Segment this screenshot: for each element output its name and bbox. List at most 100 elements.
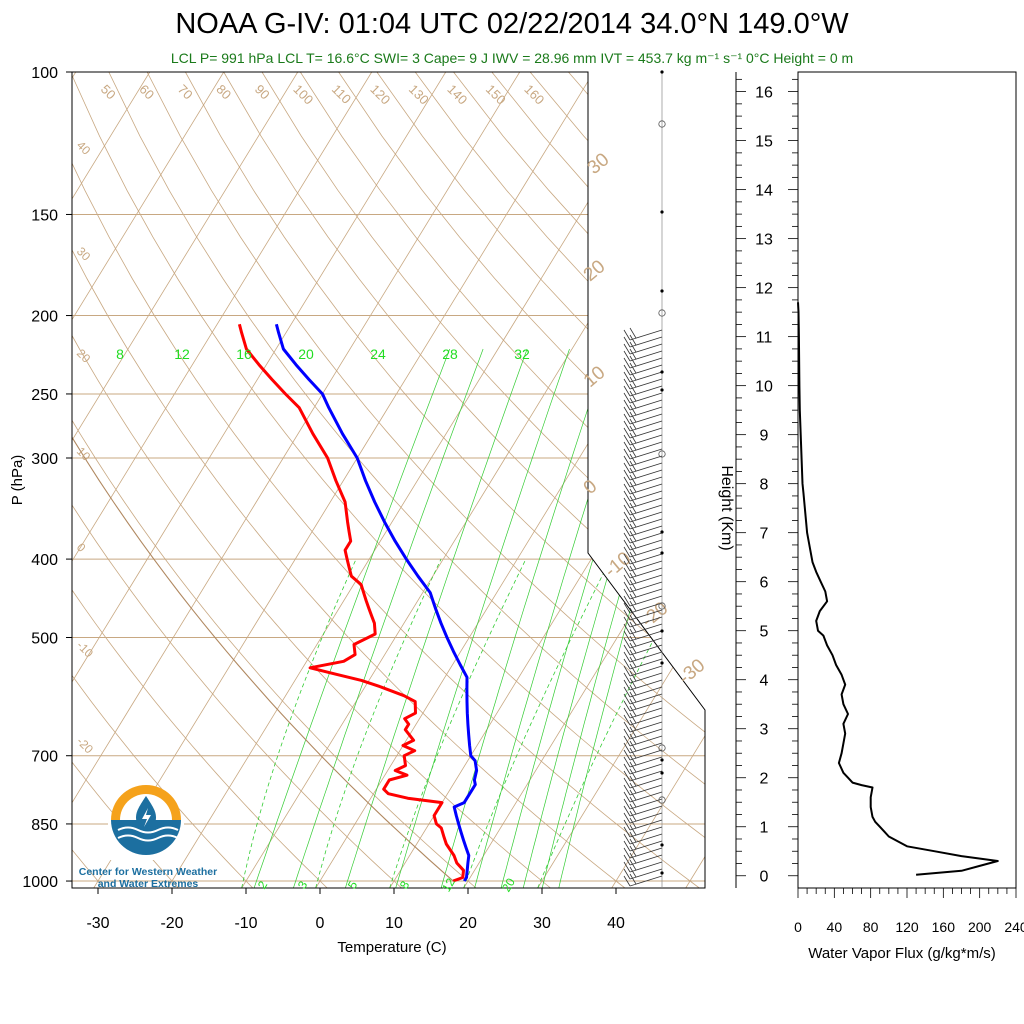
wind-barb xyxy=(623,768,663,782)
wind-barb-flag xyxy=(629,845,637,857)
adiabat-label-top: 130 xyxy=(406,82,432,108)
adiabat-label-top: 110 xyxy=(329,82,354,107)
wind-barb-flag xyxy=(623,427,631,439)
mixing-ratio-label-bottom: 8 xyxy=(397,878,413,891)
wind-barb xyxy=(623,432,663,446)
adiabat-label-left: 20 xyxy=(74,346,94,366)
wind-barb xyxy=(623,656,663,670)
wind-barb-flag xyxy=(623,749,631,761)
wind-barb-shaft xyxy=(629,672,663,684)
dry-adiabat-180 xyxy=(529,72,705,888)
wind-barb-shaft xyxy=(629,651,663,663)
wind-barb-flag xyxy=(629,663,637,675)
wind-barb xyxy=(623,607,663,621)
flux-x-tick-label: 200 xyxy=(968,919,992,935)
wind-calm-marker xyxy=(658,120,666,128)
wind-barb-flag xyxy=(623,553,631,565)
flux-x-tick-label: 40 xyxy=(827,919,843,935)
wind-barb xyxy=(623,537,663,551)
wind-barb-shaft xyxy=(629,567,663,579)
dry-adiabat--10 xyxy=(72,72,254,888)
wind-barb-flag xyxy=(629,516,637,528)
wind-barb xyxy=(623,873,663,887)
wind-barb-flag xyxy=(629,439,637,451)
wind-barb xyxy=(623,530,663,544)
mixing-ratio-28 xyxy=(541,348,693,888)
wind-barb-flag xyxy=(623,770,631,782)
wind-barb-flag xyxy=(623,812,631,824)
isotherm--110 xyxy=(0,72,2,888)
dry-adiabat-80 xyxy=(146,72,705,888)
parcel-path xyxy=(72,189,454,882)
isotherm--10 xyxy=(241,72,705,888)
dry-adiabat-30 xyxy=(72,72,551,888)
wind-barb-flag xyxy=(623,371,631,383)
wind-barb-flag xyxy=(629,705,637,717)
adiabat-label-top: 160 xyxy=(521,82,547,108)
wind-barb-flag xyxy=(623,462,631,474)
wind-barb-flag xyxy=(623,511,631,523)
wind-barb-flag xyxy=(623,819,631,831)
wind-barb-flag xyxy=(629,355,637,367)
wind-barb-flag xyxy=(629,453,637,465)
wind-barb-flag xyxy=(629,467,637,479)
isotherm--20 xyxy=(167,72,669,888)
wind-calm-marker xyxy=(658,309,666,317)
wind-barb xyxy=(623,859,663,873)
wind-barb-flag xyxy=(623,623,631,635)
wind-barb xyxy=(623,726,663,740)
mixing-ratio-label-bottom: 3 xyxy=(295,878,311,891)
wind-barb xyxy=(623,411,663,425)
wind-barb-flag xyxy=(629,656,637,668)
wind-barb xyxy=(623,453,663,467)
wind-barb-flag xyxy=(629,418,637,430)
wind-barb-flag xyxy=(623,602,631,614)
height-tick-label: 16 xyxy=(755,85,773,102)
wind-barb xyxy=(623,495,663,509)
mixing-ratio-16 xyxy=(474,348,636,888)
isotherm--30 xyxy=(93,72,595,888)
wind-barb-flag xyxy=(629,859,637,871)
wind-barb xyxy=(623,348,663,362)
cw3e-logo-text: Center for Western Weather and Water Ext… xyxy=(70,866,226,890)
wind-barb xyxy=(623,677,663,691)
wind-barb-flag xyxy=(629,691,637,703)
isotherm--80 xyxy=(72,72,225,888)
wind-barb-flag xyxy=(629,404,637,416)
isotherm--60 xyxy=(72,72,373,888)
wind-barb-flag xyxy=(629,866,637,878)
wind-barb-shaft xyxy=(629,658,663,670)
wind-barb-flag xyxy=(623,826,631,838)
wind-barb xyxy=(623,586,663,600)
height-tick-label: 7 xyxy=(760,526,769,543)
wind-barb-flag xyxy=(623,455,631,467)
wind-barb-flag xyxy=(629,642,637,654)
wind-barb xyxy=(623,761,663,775)
mixing-ratio-label-top: 16 xyxy=(236,346,252,362)
wind-barb-shaft xyxy=(629,679,663,691)
y-tick-label: 200 xyxy=(31,309,58,326)
wind-level-dot xyxy=(660,70,664,74)
wind-barb xyxy=(623,866,663,880)
wind-barb-flag xyxy=(629,593,637,605)
wind-barb xyxy=(623,327,663,341)
moist-adiabat--10 xyxy=(241,558,357,888)
dry-adiabat-140 xyxy=(376,72,705,888)
wind-barb-flag xyxy=(623,679,631,691)
moist-adiabat-10 xyxy=(389,558,527,888)
wind-barb-flag xyxy=(629,635,637,647)
adiabat-label-top: 120 xyxy=(367,82,393,108)
wind-barb-shaft xyxy=(629,707,663,719)
wind-barb-shaft xyxy=(629,749,663,761)
wind-barb xyxy=(623,502,663,516)
wind-barb-shaft xyxy=(629,518,663,530)
wind-barb-shaft xyxy=(629,399,663,411)
y-axis-label: P (hPa) xyxy=(9,455,26,506)
wind-barb xyxy=(623,719,663,733)
adiabat-label-left: 40 xyxy=(74,138,94,158)
wind-barb-shaft xyxy=(629,784,663,796)
x-tick-label: -20 xyxy=(160,915,183,932)
wind-barb-flag xyxy=(629,341,637,353)
wind-barb xyxy=(623,425,663,439)
wind-barb-flag xyxy=(629,551,637,563)
